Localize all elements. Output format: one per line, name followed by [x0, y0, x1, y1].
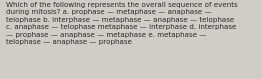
Text: Which of the following represents the overall sequence of events
during mitosis?: Which of the following represents the ov…	[6, 2, 237, 45]
